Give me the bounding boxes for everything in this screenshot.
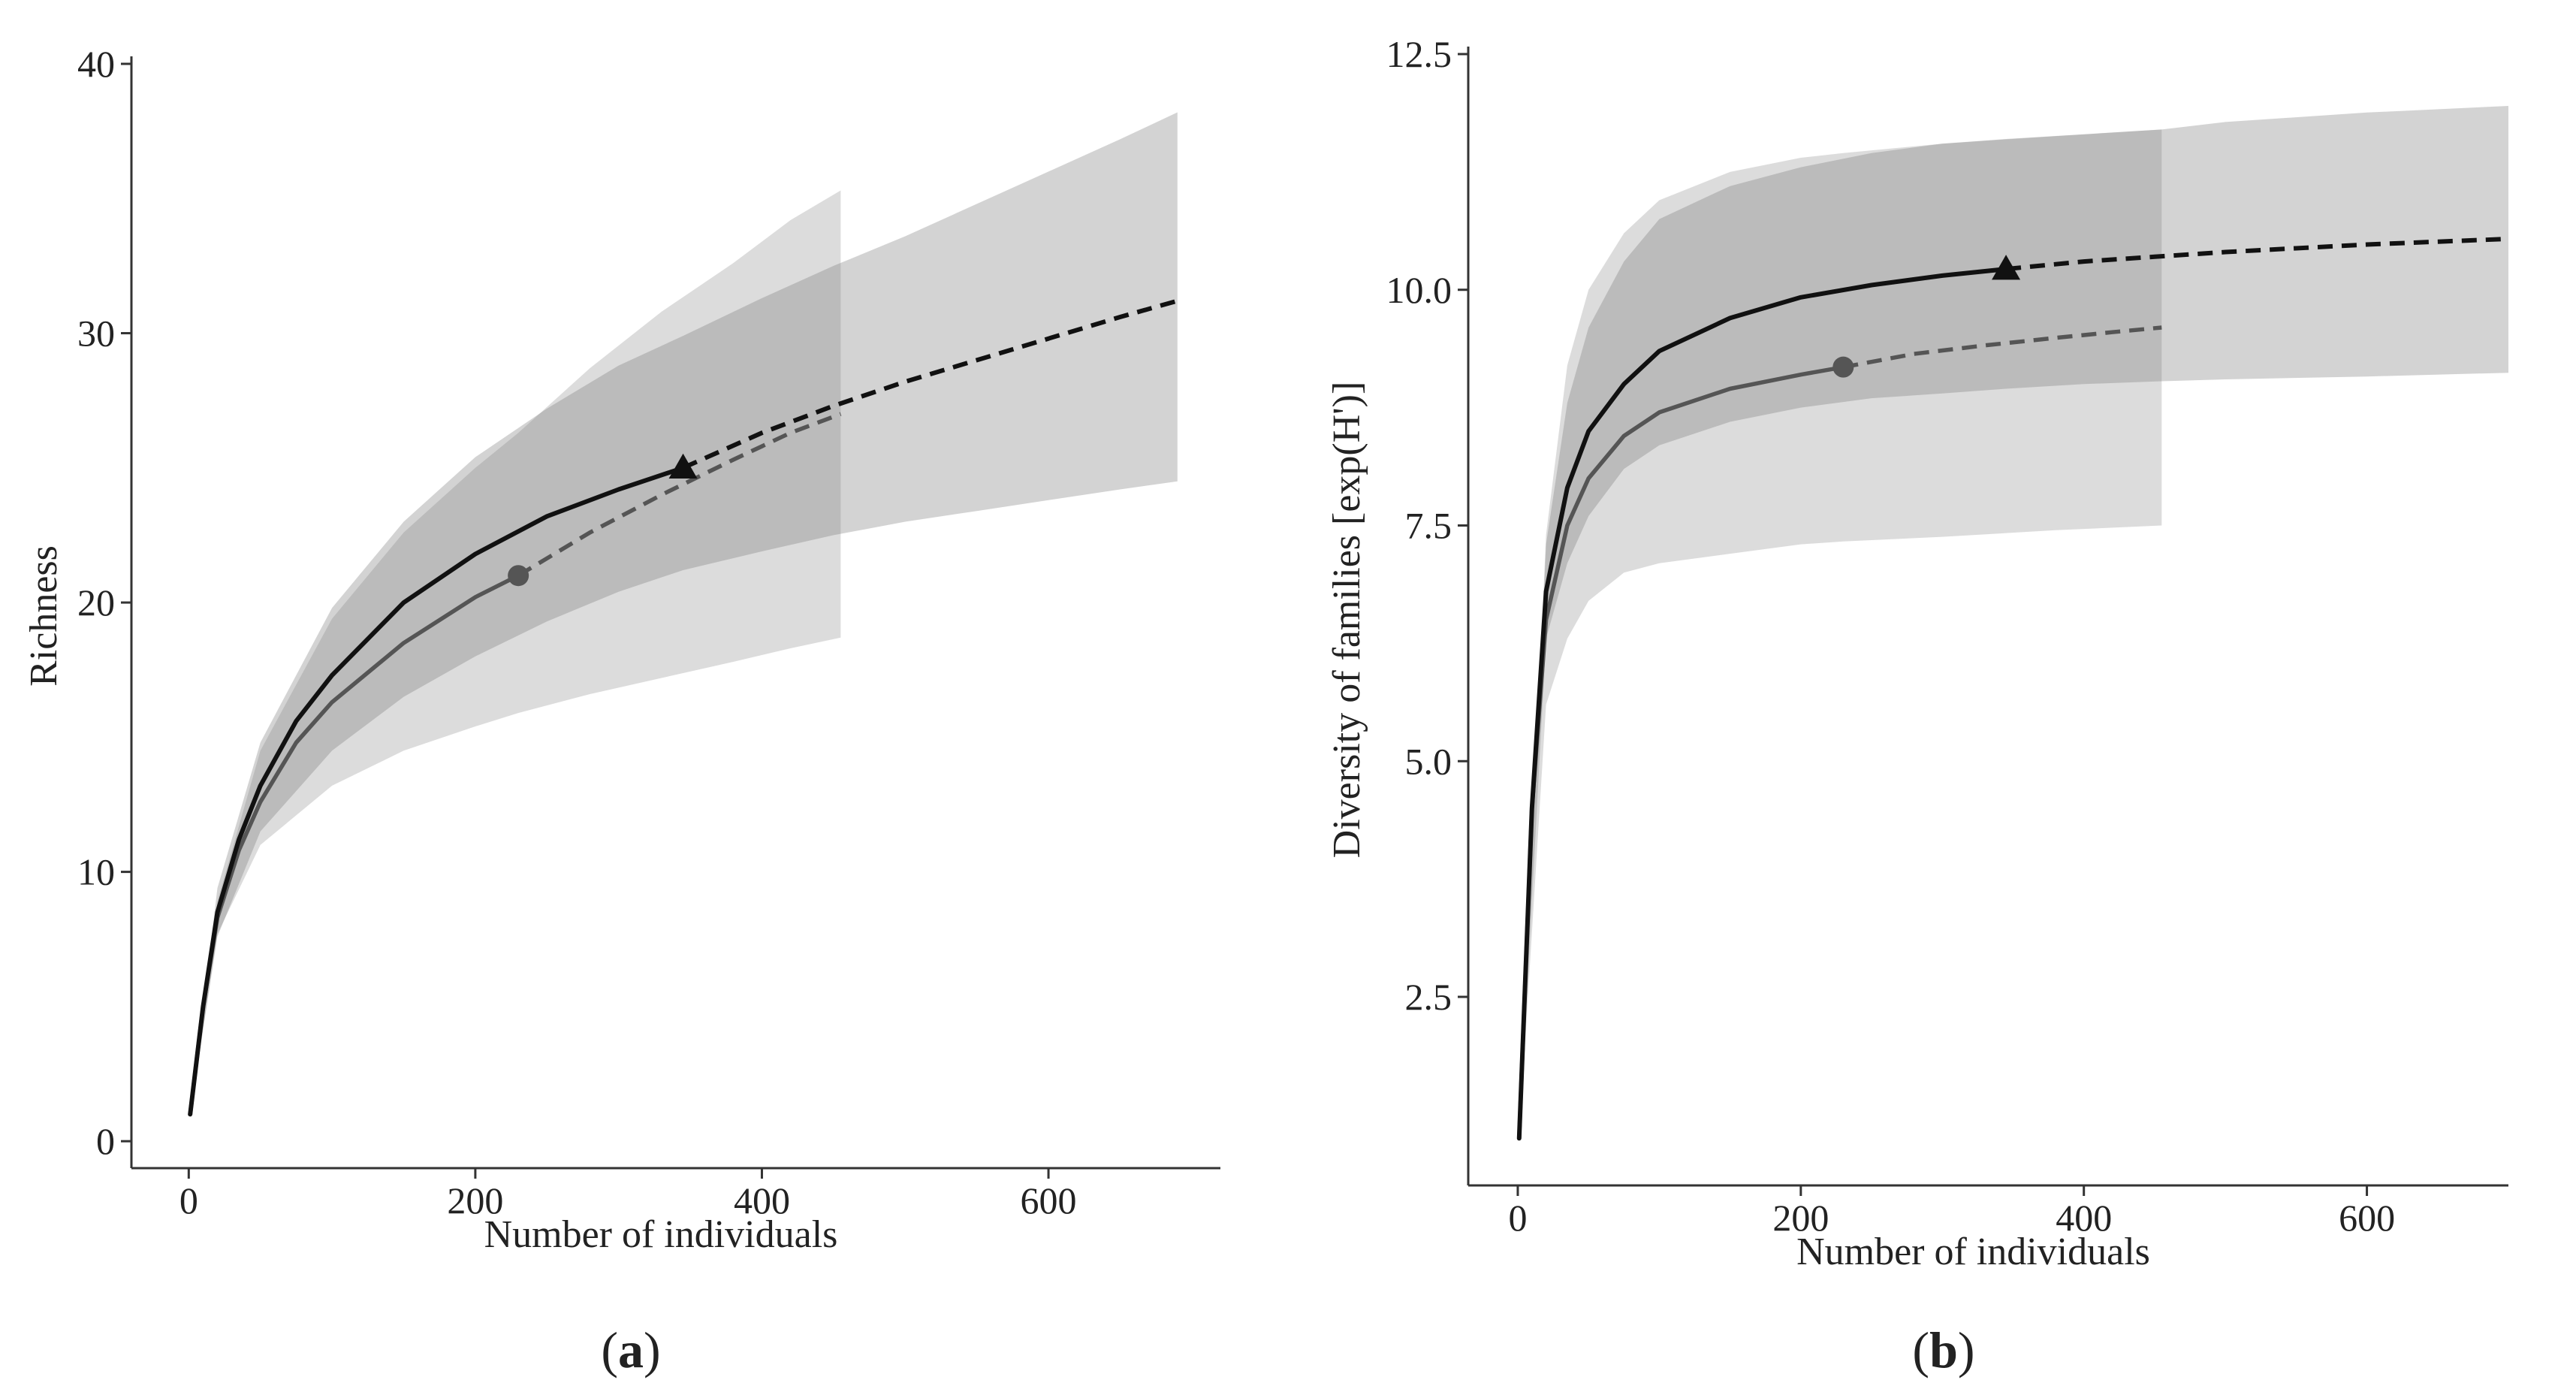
extrapolated-line-a-2 xyxy=(517,412,842,578)
x-tick-label-b-2: 400 xyxy=(2056,1197,2112,1239)
panel-b-chart: 2.5 5.0 7.5 10.0 12.5 0 200 400 600 Number of ind… xyxy=(1326,33,2509,1378)
panel-label-b: (b) xyxy=(1912,1321,1974,1378)
ci-band-b-2 xyxy=(1519,129,2162,1139)
x-tick-label-b-0: 0 xyxy=(1508,1197,1527,1239)
interpolated-line-a-1 xyxy=(188,465,686,1117)
y-axis-title-a: Richness xyxy=(23,545,65,687)
y-tick-label-b-1: 5.0 xyxy=(1405,740,1452,782)
y-tick-label-a-1: 10 xyxy=(77,851,115,893)
panel-label-open-paren: ( xyxy=(601,1321,618,1378)
ci-band-a-2 xyxy=(190,190,841,1115)
x-axis-title-a: Number of individuals xyxy=(484,1213,838,1256)
x-tick-label-a-3: 600 xyxy=(1021,1179,1077,1221)
y-tick-label-b-3: 10.0 xyxy=(1386,269,1452,311)
x-tick-label-b-1: 200 xyxy=(1772,1197,1829,1239)
y-axis-title-b: Diversity of families [exp(H')] xyxy=(1326,382,1368,859)
x-axis-title-b: Number of individuals xyxy=(1796,1230,2150,1273)
x-tick-label-a-2: 400 xyxy=(734,1179,790,1221)
interpolated-line-b-1 xyxy=(1516,267,2009,1141)
y-tick-label-a-4: 40 xyxy=(77,43,115,85)
observed-point-a-2 xyxy=(508,565,529,587)
panel-label-open-paren: ( xyxy=(1912,1321,1929,1378)
y-tick-label-b-2: 7.5 xyxy=(1405,505,1452,547)
y-tick-label-b-4: 12.5 xyxy=(1386,33,1452,75)
extrapolated-line-b-2 xyxy=(1842,325,2162,370)
panel-label-close-paren: ) xyxy=(1958,1321,1975,1378)
panel-label-a: (a) xyxy=(601,1321,660,1378)
x-tick-label-a-1: 200 xyxy=(447,1179,503,1221)
observed-point-b-2 xyxy=(1832,356,1854,378)
panel-label-letter: b xyxy=(1929,1321,1958,1378)
panel-label-letter: a xyxy=(618,1321,644,1378)
extrapolated-line-a-1 xyxy=(682,298,1178,470)
y-tick-label-b-0: 2.5 xyxy=(1405,976,1452,1018)
x-tick-label-b-3: 600 xyxy=(2339,1197,2395,1239)
y-tick-label-a-3: 30 xyxy=(77,313,115,355)
ci-band-a-1 xyxy=(190,112,1178,1115)
observed-point-a-1 xyxy=(668,453,698,479)
x-tick-label-a-0: 0 xyxy=(179,1179,198,1221)
ci-band-b-1 xyxy=(1519,106,2508,1139)
observed-point-b-1 xyxy=(1992,255,2021,280)
y-tick-label-a-0: 0 xyxy=(96,1120,115,1162)
extrapolated-line-b-1 xyxy=(2005,237,2509,272)
panel-label-close-paren: ) xyxy=(644,1321,661,1378)
y-tick-label-a-2: 20 xyxy=(77,581,115,624)
